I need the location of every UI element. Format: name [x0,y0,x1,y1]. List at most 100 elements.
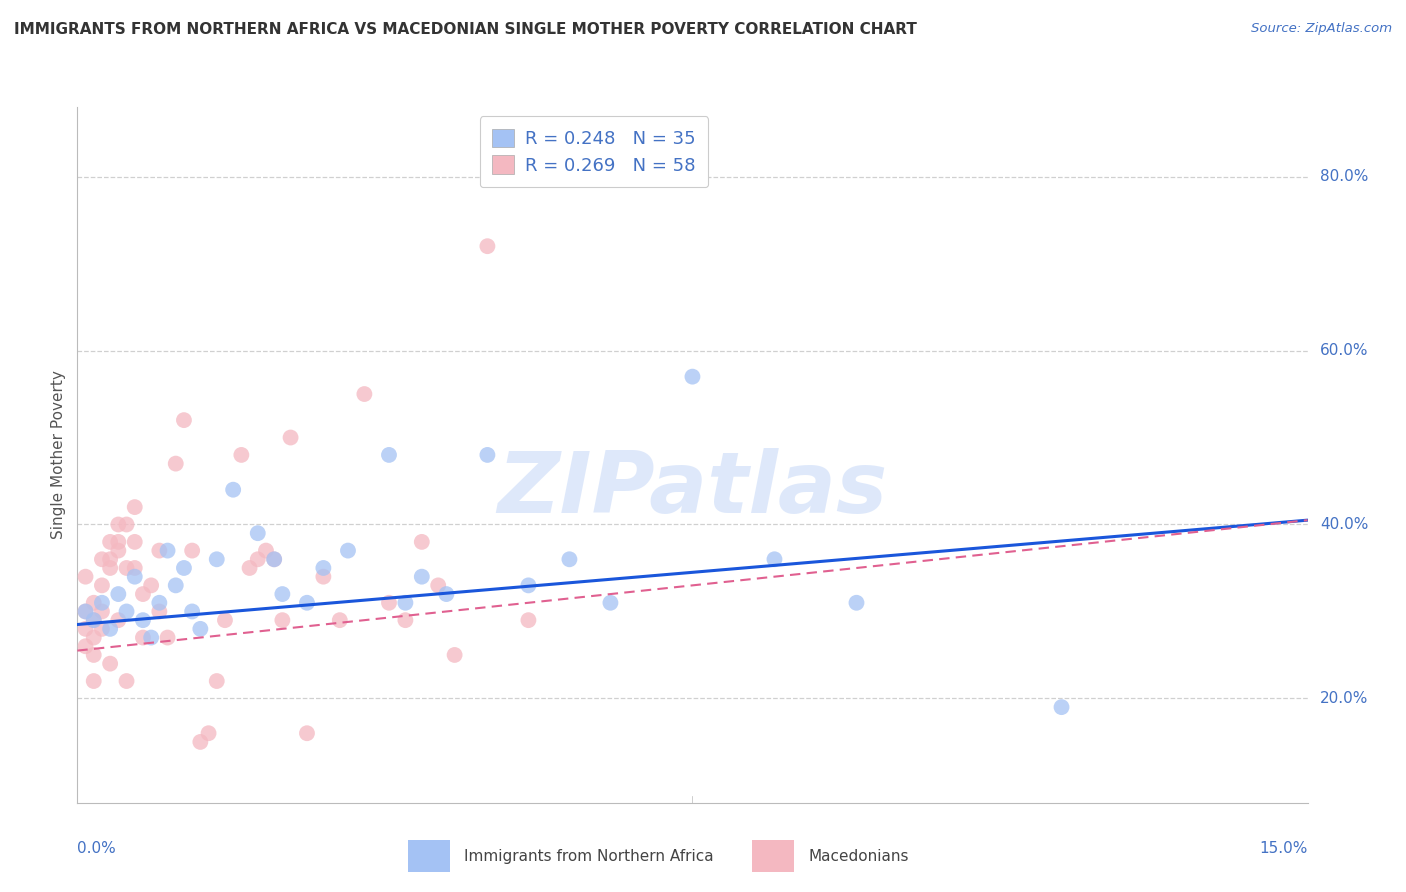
Point [75,570,97,584]
Point [124,500,146,514]
Point [75,622,97,636]
Point [107,517,129,532]
Point [517,613,540,627]
Text: 0.0%: 0.0% [77,841,117,856]
Point [83,613,105,627]
Point [148,596,170,610]
Point [98,552,121,566]
Point [90,596,114,610]
Point [394,613,416,627]
Point [477,239,499,253]
Point [436,587,458,601]
Point [132,613,155,627]
Point [263,552,285,566]
Text: IMMIGRANTS FROM NORTHERN AFRICA VS MACEDONIAN SINGLE MOTHER POVERTY CORRELATION : IMMIGRANTS FROM NORTHERN AFRICA VS MACED… [14,22,917,37]
Point [107,543,129,558]
Point [173,561,195,575]
Point [517,578,540,592]
FancyBboxPatch shape [408,840,450,872]
Point [124,561,146,575]
Point [124,570,146,584]
Point [115,517,138,532]
Point [156,631,179,645]
Text: ZIPatlas: ZIPatlas [498,448,887,532]
Point [83,648,105,662]
Text: 40.0%: 40.0% [1320,517,1368,532]
Point [312,561,335,575]
Point [312,570,335,584]
Point [477,448,499,462]
Point [83,674,105,689]
Point [156,543,179,558]
Point [83,596,105,610]
Point [124,534,146,549]
Point [107,613,129,627]
Point [132,587,155,601]
Point [90,578,114,592]
Point [90,552,114,566]
Point [378,596,401,610]
Point [205,552,228,566]
Point [682,369,704,384]
Point [558,552,581,566]
Point [295,596,318,610]
Point [353,387,375,401]
Point [205,674,228,689]
Point [329,613,352,627]
Point [231,448,253,462]
Point [75,605,97,619]
Point [75,639,97,653]
Point [173,413,195,427]
Point [98,534,121,549]
Point [188,622,212,636]
Point [75,605,97,619]
Point [378,448,401,462]
Point [83,631,105,645]
Text: 60.0%: 60.0% [1320,343,1368,358]
Point [90,605,114,619]
Point [98,657,121,671]
Point [427,578,450,592]
Point [411,534,433,549]
Point [148,543,170,558]
FancyBboxPatch shape [752,840,794,872]
Point [181,605,204,619]
Point [197,726,219,740]
Point [263,552,285,566]
Point [271,613,294,627]
Point [246,526,269,541]
Point [98,622,121,636]
Point [845,596,868,610]
Point [246,552,269,566]
Point [132,631,155,645]
Point [763,552,786,566]
Point [239,561,262,575]
Point [165,457,187,471]
Text: Immigrants from Northern Africa: Immigrants from Northern Africa [464,849,714,863]
Point [98,561,121,575]
Point [295,726,318,740]
Legend: R = 0.248   N = 35, R = 0.269   N = 58: R = 0.248 N = 35, R = 0.269 N = 58 [479,116,709,187]
Point [90,622,114,636]
Point [148,605,170,619]
Point [83,613,105,627]
Point [271,587,294,601]
Text: 15.0%: 15.0% [1260,841,1308,856]
Point [394,596,416,610]
Point [107,534,129,549]
Point [188,735,212,749]
Point [1050,700,1073,714]
Point [214,613,236,627]
Text: 80.0%: 80.0% [1320,169,1368,184]
Point [181,543,204,558]
Point [115,561,138,575]
Point [280,430,302,444]
Point [599,596,621,610]
Text: 20.0%: 20.0% [1320,691,1368,706]
Point [115,605,138,619]
Y-axis label: Single Mother Poverty: Single Mother Poverty [51,370,66,540]
Point [222,483,245,497]
Point [411,570,433,584]
Point [141,631,163,645]
Text: Macedonians: Macedonians [808,849,908,863]
